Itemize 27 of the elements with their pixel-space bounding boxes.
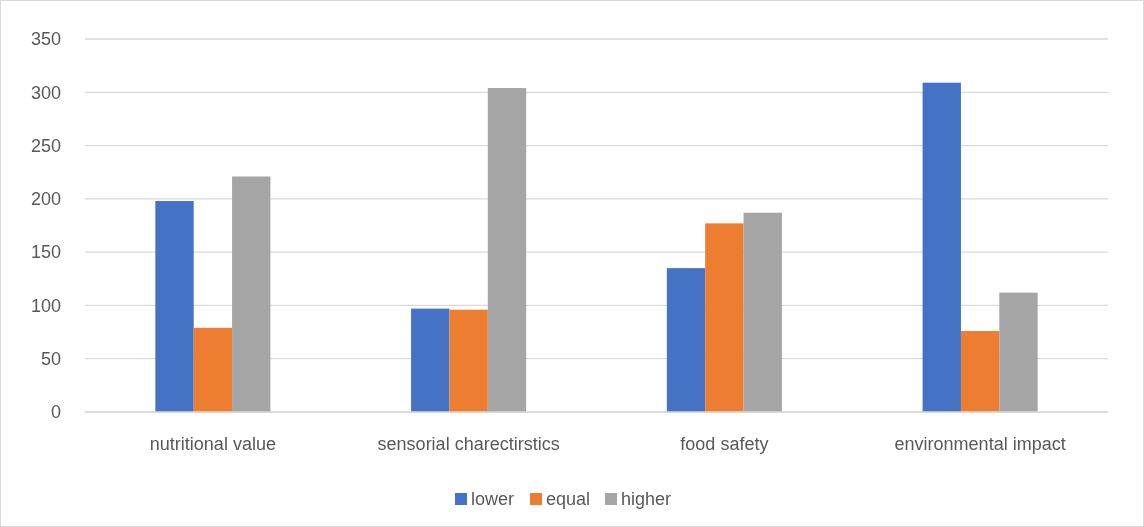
y-tick-label: 350 [30, 29, 61, 50]
bar [666, 268, 706, 412]
x-tick-label: nutritional value [149, 434, 276, 454]
bar [743, 212, 782, 412]
bar [193, 327, 233, 412]
y-tick-label: 150 [30, 242, 61, 263]
legend-label: higher [621, 489, 672, 510]
legend-label: equal [546, 489, 591, 510]
x-tick-label: sensorial charectirstics [377, 434, 560, 454]
bar [999, 292, 1038, 412]
bar [487, 88, 527, 412]
y-tick-label: 50 [40, 349, 61, 370]
bar [922, 82, 961, 412]
x-tick-label: food safety [680, 434, 769, 454]
bar [155, 200, 194, 412]
y-tick-label: 0 [50, 402, 61, 423]
y-tick-label: 100 [30, 295, 61, 316]
y-tick-label: 250 [30, 135, 61, 156]
bar [960, 331, 1000, 412]
bar [232, 176, 271, 412]
bar [705, 223, 744, 412]
y-tick-label: 200 [30, 189, 61, 210]
bar [411, 308, 450, 412]
x-tick-label: environmental impact [894, 434, 1066, 454]
legend-label: lower [471, 489, 515, 510]
bar [449, 309, 488, 412]
y-tick-label: 300 [30, 82, 61, 103]
